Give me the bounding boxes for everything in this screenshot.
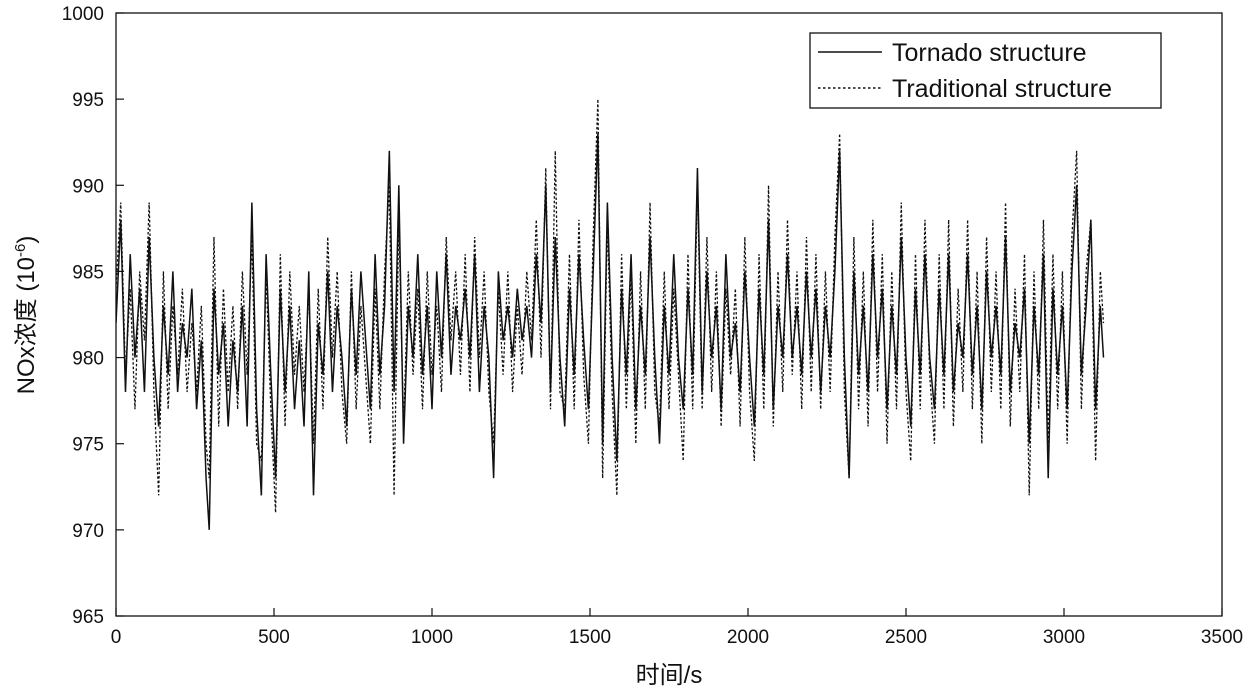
x-tick-label: 0 <box>111 627 122 648</box>
x-tick-label: 1500 <box>569 627 611 648</box>
legend-label-traditional-structure: Traditional structure <box>892 75 1112 103</box>
ticks-layer: 0 500 1000 1500 2000 2500 3000 3500 965 970 975 980… <box>62 4 1243 648</box>
y-tick-label: 975 <box>72 435 104 456</box>
y-tick-label: 1000 <box>62 4 104 25</box>
y-axis-label: NOx浓度 (10-6) <box>12 236 40 395</box>
y-axis-label-superscript: -6 <box>12 244 29 257</box>
x-tick-label: 3000 <box>1043 627 1085 648</box>
x-tick-label: 500 <box>258 627 290 648</box>
legend-box <box>809 32 1162 109</box>
y-tick-label: 985 <box>72 262 104 283</box>
y-axis-label-end: ) <box>13 236 40 244</box>
y-tick-label: 990 <box>72 176 104 197</box>
plot-area-frame <box>115 12 1223 617</box>
x-tick-label: 3500 <box>1201 627 1243 648</box>
x-tick-label: 2000 <box>727 627 769 648</box>
y-tick-label: 965 <box>72 607 104 628</box>
y-tick-label: 970 <box>72 521 104 542</box>
legend-label-tornado-structure: Tornado structure <box>892 39 1087 67</box>
y-tick-label: 995 <box>72 90 104 111</box>
series-line-tornado-structure <box>116 133 1105 530</box>
x-axis-label: 时间/s <box>636 662 703 689</box>
x-tick-label: 2500 <box>885 627 927 648</box>
x-tick-label: 1000 <box>411 627 453 648</box>
series-layer <box>116 99 1105 530</box>
series-line-traditional-structure <box>116 99 1105 513</box>
legend: Tornado structure Traditional structure <box>809 32 1162 109</box>
y-axis-label-main: NOx浓度 (10 <box>13 257 40 394</box>
y-tick-label: 980 <box>72 349 104 370</box>
